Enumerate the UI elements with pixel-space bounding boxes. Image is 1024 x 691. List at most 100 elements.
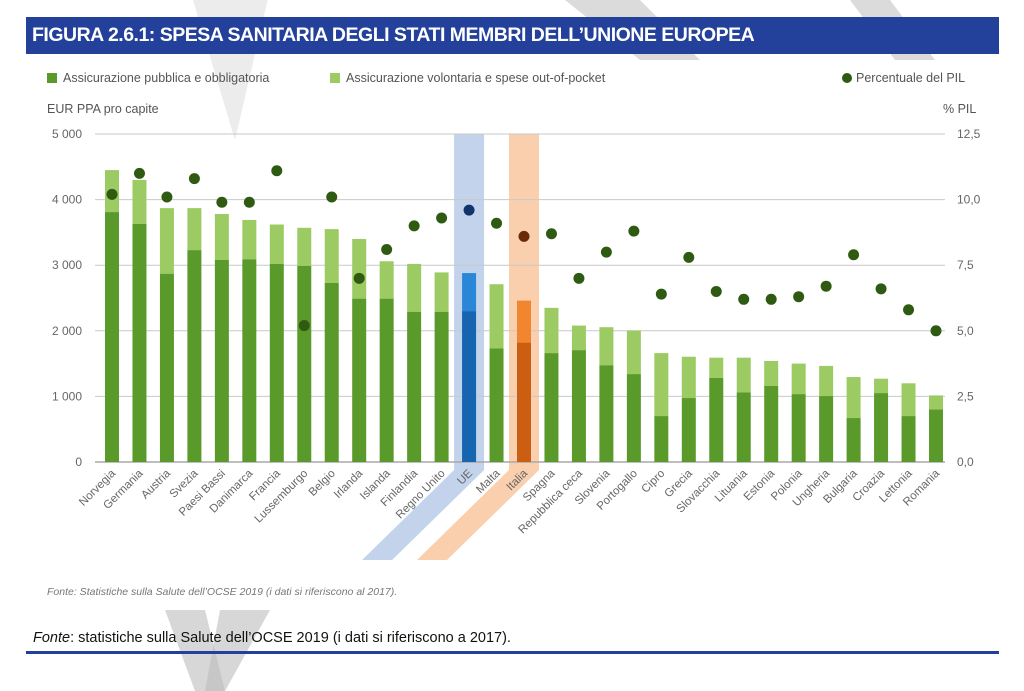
y-tick-label: 2 000 <box>52 324 82 338</box>
bar-public <box>462 311 477 462</box>
highlight-band-italia <box>417 134 539 560</box>
bar-voluntary <box>791 363 806 395</box>
legend-public: Assicurazione pubblica e obbligatoria <box>47 70 269 86</box>
bar-voluntary <box>736 357 751 393</box>
gdp-dot <box>820 280 832 292</box>
bar-public <box>214 259 229 462</box>
y2-tick-label: 2,5 <box>957 389 974 403</box>
bar-voluntary <box>269 224 284 264</box>
bar-public <box>187 250 202 462</box>
bar-public <box>764 385 779 462</box>
bar-voluntary <box>434 272 449 312</box>
y-tick-label: 1 000 <box>52 389 82 403</box>
bar-voluntary <box>544 307 559 354</box>
gdp-dot <box>436 212 448 224</box>
bar-public <box>297 265 312 462</box>
gdp-dot <box>628 225 640 237</box>
bar-voluntary <box>462 273 477 312</box>
bar-voluntary <box>242 219 257 260</box>
bar-voluntary <box>681 356 696 399</box>
bottom-rule <box>26 651 999 654</box>
gdp-dot <box>848 249 860 261</box>
y-tick-label: 3 000 <box>52 258 82 272</box>
gdp-dot <box>710 285 722 297</box>
gdp-dot <box>545 228 557 240</box>
bar-public <box>654 416 669 462</box>
y2-tick-label: 5,0 <box>957 324 974 338</box>
bar-public <box>874 393 889 462</box>
bar-voluntary <box>764 360 779 386</box>
gdp-dot <box>518 230 530 242</box>
bar-voluntary <box>187 208 202 251</box>
y-axis-title: EUR PPA pro capite <box>47 102 159 116</box>
gdp-dot <box>683 251 695 263</box>
gdp-dot <box>188 173 200 185</box>
gdp-dot <box>271 165 283 177</box>
gdp-dot <box>930 325 942 337</box>
bar-public <box>434 311 449 462</box>
gdp-dot <box>655 288 667 300</box>
bar-public <box>571 350 586 462</box>
bar-public <box>736 392 751 462</box>
source-text: : statistiche sulla Salute dell’OCSE 201… <box>70 630 511 646</box>
gdp-dot <box>381 243 393 255</box>
bar-public <box>544 353 559 462</box>
bar-public <box>791 394 806 462</box>
bar-voluntary <box>901 383 916 417</box>
x-tick-label: Austria <box>139 467 173 501</box>
y2-axis-title: % PIL <box>943 102 977 116</box>
gdp-dot <box>161 191 173 203</box>
bar-voluntary <box>571 325 586 351</box>
legend-label: Assicurazione pubblica e obbligatoria <box>63 71 270 85</box>
bar-public <box>269 263 284 462</box>
bar-public <box>105 212 119 462</box>
legend-swatch-public <box>47 73 57 83</box>
legend-label: Percentuale del PIL <box>856 71 966 85</box>
bar-public <box>599 365 614 462</box>
bar-voluntary <box>159 208 174 274</box>
bar-voluntary <box>132 179 147 224</box>
gdp-dot <box>408 220 420 232</box>
legend-label: Assicurazione volontaria e spese out-of-… <box>346 71 606 85</box>
legend-swatch-voluntary <box>330 73 340 83</box>
document-source: Fonte: statistiche sulla Salute dell’OCS… <box>33 630 511 646</box>
bar-voluntary <box>297 227 312 266</box>
y2-tick-label: 12,5 <box>957 127 981 141</box>
bar-public <box>324 282 339 462</box>
bar-public <box>819 396 834 462</box>
bar-public <box>929 409 943 462</box>
gdp-dot <box>353 272 365 284</box>
bar-public <box>901 416 916 462</box>
bar-public <box>379 298 394 462</box>
bar-voluntary <box>874 378 889 394</box>
gdp-dot <box>793 291 805 303</box>
bar-public <box>407 311 422 462</box>
gdp-dot <box>133 167 145 179</box>
legend-voluntary: Assicurazione volontaria e spese out-of-… <box>330 70 605 86</box>
figure-title-banner: FIGURA 2.6.1: SPESA SANITARIA DEGLI STAT… <box>26 17 999 54</box>
bar-public <box>681 398 696 462</box>
bar-voluntary <box>379 261 394 299</box>
bar-public <box>159 273 174 462</box>
bar-voluntary <box>407 263 422 312</box>
bar-voluntary <box>819 365 834 397</box>
gdp-dot <box>600 246 612 258</box>
bar-voluntary <box>626 330 641 375</box>
bar-voluntary <box>709 357 724 379</box>
bar-voluntary <box>846 377 861 419</box>
bar-public <box>709 378 724 462</box>
bar-public <box>489 348 504 462</box>
gdp-dot <box>875 283 887 295</box>
bar-public <box>352 298 367 462</box>
bar-voluntary <box>214 214 229 260</box>
bar-voluntary <box>352 238 367 299</box>
gdp-dot <box>106 188 118 200</box>
gdp-dot <box>573 272 585 284</box>
y-tick-label: 4 000 <box>52 193 82 207</box>
bar-voluntary <box>599 327 614 366</box>
gdp-dot <box>765 293 777 305</box>
chart-source: Fonte: Statistiche sulla Salute dell’OCS… <box>47 586 398 598</box>
y2-tick-label: 7,5 <box>957 258 974 272</box>
bar-voluntary <box>929 395 943 410</box>
bar-public <box>132 223 147 462</box>
